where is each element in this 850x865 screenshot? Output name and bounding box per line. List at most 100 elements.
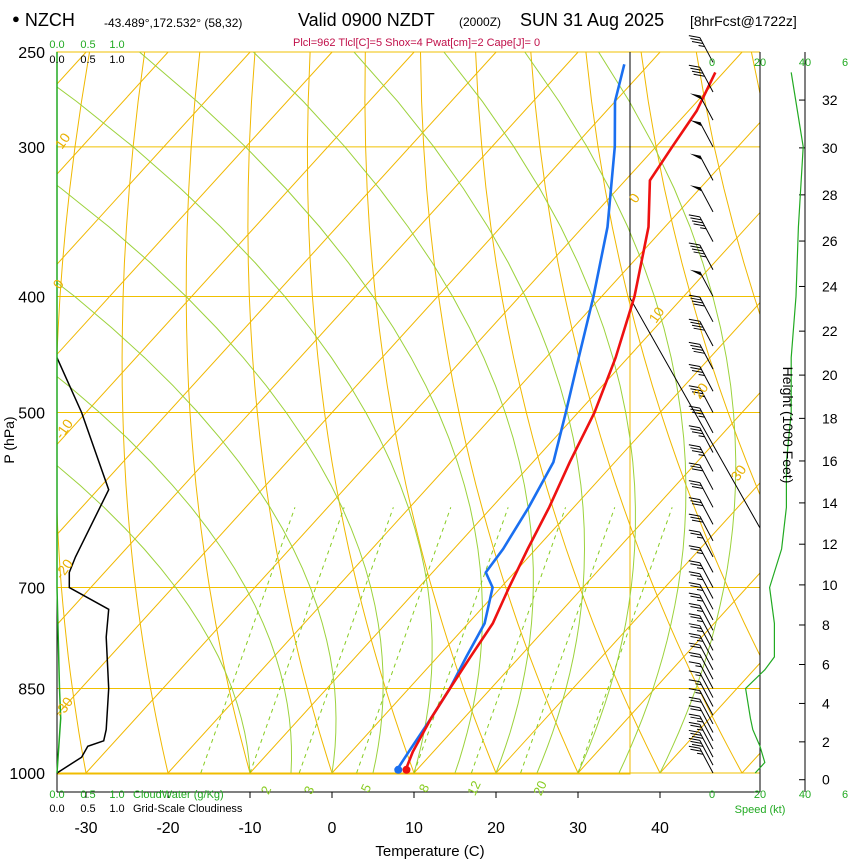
temperature-tick-label: -20 <box>156 820 179 837</box>
wind-barb-flag <box>688 705 700 709</box>
pressure-tick-label: 850 <box>18 681 45 698</box>
moist-adiabat <box>353 52 586 774</box>
wind-barb-staff <box>699 464 714 490</box>
isotherm-label: -10 <box>51 416 76 442</box>
wind-barb <box>688 745 714 774</box>
wind-barb-flag <box>691 347 704 351</box>
wind-barb-half-flag <box>695 665 702 668</box>
isotherm-line <box>57 52 169 175</box>
cloudwater-legend: CloudWater (g/Kg) <box>133 789 224 801</box>
wind-barb-flag <box>688 529 700 533</box>
isotherm-line <box>57 52 333 356</box>
speed-top-label: 20 <box>754 57 766 69</box>
wind-barb-flag <box>690 574 702 578</box>
cloudiness-line <box>56 357 110 774</box>
wind-barb-flag <box>688 745 700 749</box>
wind-barb-staff <box>699 387 714 413</box>
wind-barb-flag <box>688 661 700 665</box>
wind-barb-staff <box>699 654 714 680</box>
wind-barb <box>688 214 714 242</box>
wind-barb-flag <box>690 585 702 589</box>
wind-barb <box>689 153 714 181</box>
wind-barb-flag <box>690 38 702 42</box>
wind-barb-flag <box>688 623 700 627</box>
wind-barb <box>688 661 714 689</box>
wind-barb-staff <box>699 605 714 631</box>
moist-adiabat <box>57 184 384 774</box>
height-tick-label: 14 <box>822 495 838 511</box>
wind-speed-line <box>744 72 804 774</box>
wind-barb-half-flag <box>696 639 704 642</box>
wind-barb-flag <box>688 642 700 646</box>
isotherm-line <box>249 211 760 774</box>
wind-barb-flag <box>693 303 705 307</box>
cloudwater-top-label: 0.0 <box>49 39 64 51</box>
wind-barb-flag <box>690 626 702 630</box>
wind-barb <box>688 642 714 671</box>
wind-barb-half-flag <box>696 630 704 633</box>
wind-barb-flag <box>690 532 702 536</box>
wind-barb-staff <box>699 663 714 689</box>
wind-barb-flag <box>688 688 700 692</box>
dry-adiabat <box>420 52 579 774</box>
moist-adiabat <box>443 52 636 774</box>
isotherm-line <box>0 52 4 773</box>
wind-barb <box>688 35 714 63</box>
height-tick-label: 32 <box>822 92 838 108</box>
wind-barb-staff <box>699 573 714 599</box>
dry-adiabat <box>475 52 661 774</box>
wind-barb-flag <box>691 220 704 224</box>
isotherm-line <box>331 301 760 774</box>
wind-barb-flag <box>690 217 702 221</box>
axes <box>56 52 806 798</box>
wind-barb-flag <box>691 300 704 304</box>
wind-barb <box>688 364 714 392</box>
wind-barb-flag <box>688 462 700 466</box>
wind-barb-half-flag <box>698 395 705 398</box>
isotherm-label: 10 <box>645 304 667 326</box>
wind-barb-flag <box>688 35 700 39</box>
mixing-ratio-label: 8 <box>416 782 433 795</box>
isotherm-label: -20 <box>51 556 76 582</box>
wind-barb-half-flag <box>698 435 705 438</box>
wind-barb-half-flag <box>698 373 705 376</box>
wind-barb-half-flag <box>696 536 704 539</box>
background-lines <box>0 51 760 775</box>
wind-barb <box>688 480 714 508</box>
wind-barb-pennant <box>689 269 702 276</box>
wind-barb-flag <box>690 388 702 392</box>
wind-barb-flag <box>688 242 700 246</box>
wind-barb <box>688 729 714 758</box>
wind-barb-half-flag <box>696 609 704 612</box>
mixing-ratio-label: 12 <box>464 778 484 797</box>
wind-barb-flag <box>691 431 704 435</box>
wind-barb-flag <box>688 545 700 549</box>
mixing-ratio-line <box>200 507 296 774</box>
wind-barb <box>689 269 714 297</box>
wind-barb-staff <box>699 562 714 588</box>
wind-barb <box>688 721 714 750</box>
wind-barb-flag <box>688 632 700 636</box>
wind-barb-half-flag <box>698 44 705 47</box>
utc-time: (2000Z) <box>459 15 502 29</box>
temperature-line <box>405 71 717 769</box>
surface-dewpoint-point <box>394 765 403 774</box>
wind-barb-flag <box>693 73 705 77</box>
wind-barb-flag <box>691 41 704 45</box>
speed-top-label: 0 <box>709 57 715 69</box>
mixing-ratio-line <box>298 507 394 774</box>
wind-barb-flag <box>690 245 702 249</box>
wind-barb-staff <box>699 732 714 758</box>
temperature-tick-label: 40 <box>651 820 669 837</box>
wind-barb-staff <box>699 515 714 542</box>
mixing-ratio-line <box>470 507 567 774</box>
pressure-axis-title: P (hPa) <box>1 416 17 463</box>
wind-barb <box>688 529 714 558</box>
wind-barb-half-flag <box>696 567 704 570</box>
wind-barb-flag <box>691 450 704 454</box>
wind-barb-flag <box>691 248 704 252</box>
wind-barb-pennant <box>689 93 702 100</box>
forecast-info: [8hrFcst@1722z] <box>690 13 797 29</box>
